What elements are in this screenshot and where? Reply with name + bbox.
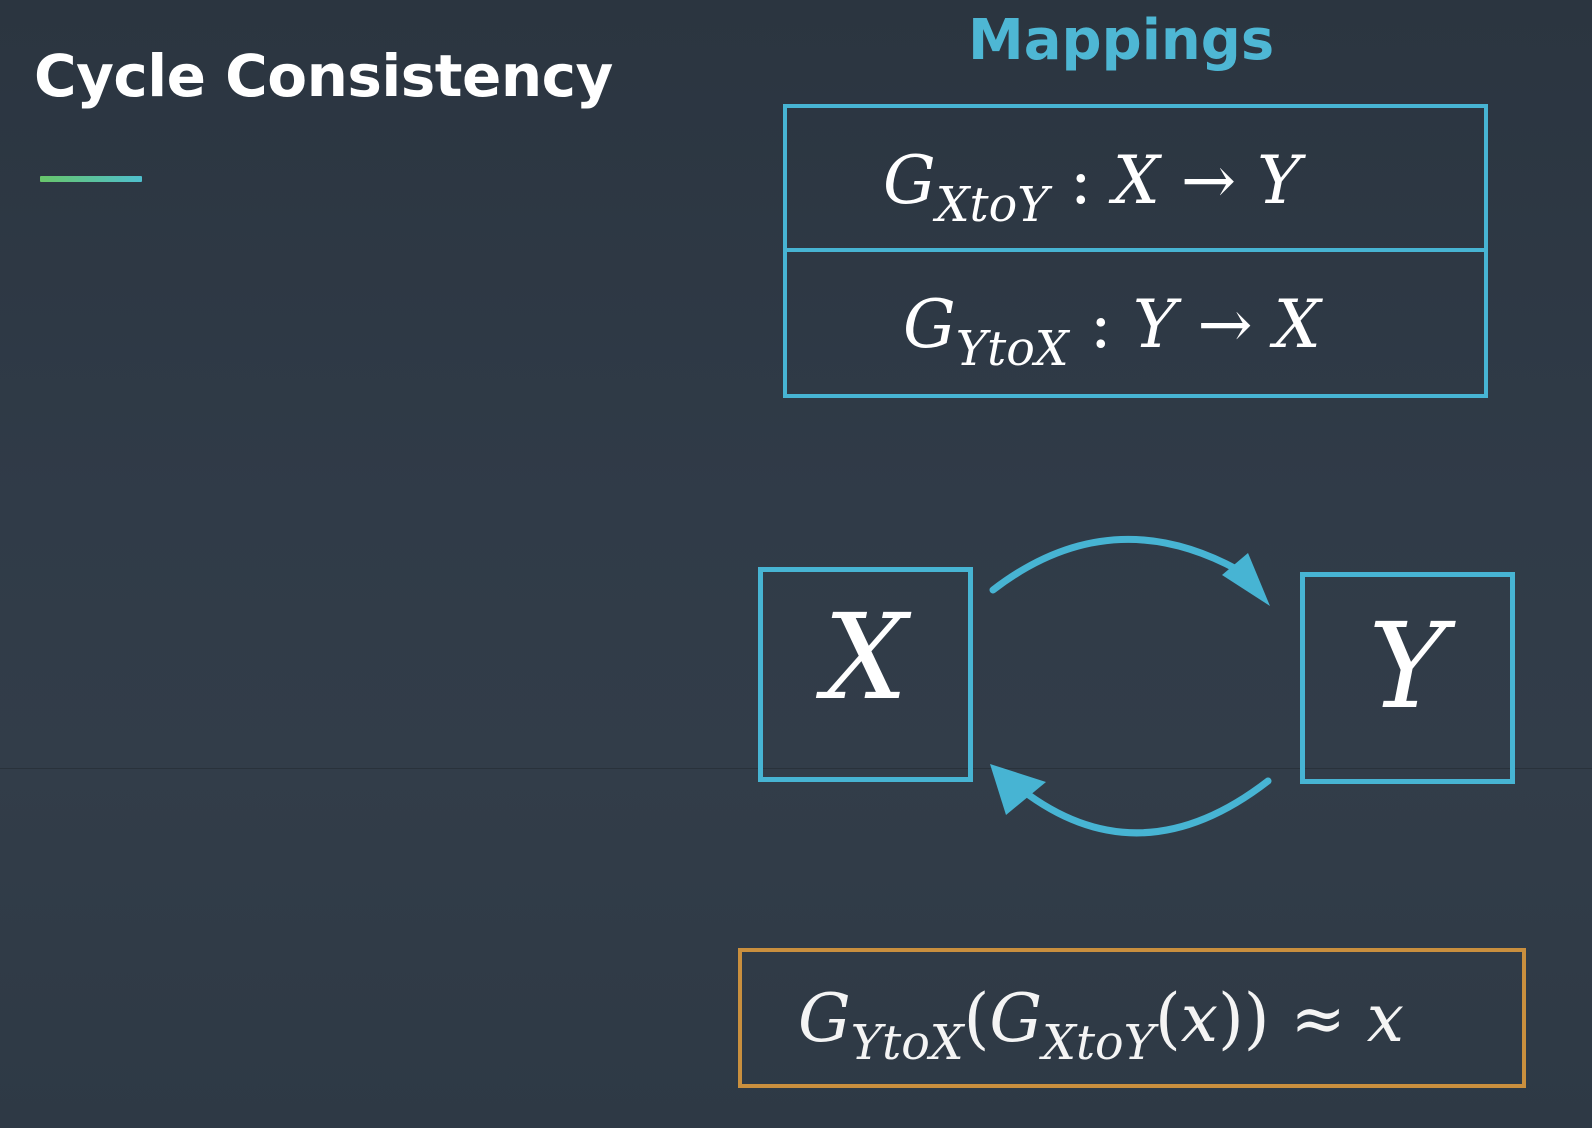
generator-symbol: G bbox=[883, 142, 936, 219]
mapping-row-ytox: GYtoX : Y → X bbox=[783, 248, 1488, 398]
generator-subscript: YtoX bbox=[955, 322, 1069, 378]
close-parens: )) bbox=[1218, 980, 1270, 1057]
backward-arrow-curve bbox=[1018, 777, 1272, 837]
open-paren: ( bbox=[1155, 980, 1181, 1057]
mappings-heading: Mappings bbox=[968, 8, 1275, 73]
codomain-symbol: Y bbox=[1257, 142, 1301, 219]
mapping-row-xtoy: GXtoY : X → Y bbox=[783, 104, 1488, 252]
approx-symbol: ≈ bbox=[1290, 980, 1346, 1057]
slide-title: Cycle Consistency bbox=[34, 42, 613, 110]
cycle-consistency-equation: GYtoX(GXtoY(x)) ≈ x bbox=[798, 980, 1405, 1071]
argument-symbol: x bbox=[1180, 980, 1219, 1057]
colon-symbol: : bbox=[1069, 142, 1092, 219]
forward-arrow-head bbox=[1222, 553, 1270, 606]
outer-generator-symbol: G bbox=[798, 980, 851, 1057]
set-x-box: X bbox=[758, 567, 973, 782]
mapping-equation-xtoy: GXtoY : X → Y bbox=[883, 142, 1301, 233]
open-paren: ( bbox=[963, 980, 990, 1057]
cycle-consistency-box: GYtoX(GXtoY(x)) ≈ x bbox=[738, 948, 1526, 1088]
inner-generator-symbol: G bbox=[989, 980, 1043, 1057]
maps-to-arrow: → bbox=[1197, 286, 1253, 363]
set-x-label: X bbox=[823, 588, 908, 726]
background-divider-line bbox=[0, 768, 1592, 769]
outer-generator-subscript: YtoX bbox=[850, 1016, 964, 1072]
inner-generator-subscript: XtoY bbox=[1042, 1016, 1156, 1072]
codomain-symbol: X bbox=[1273, 286, 1321, 363]
set-y-label: Y bbox=[1368, 597, 1447, 735]
generator-subscript: XtoY bbox=[935, 178, 1049, 234]
domain-symbol: Y bbox=[1132, 286, 1177, 363]
domain-symbol: X bbox=[1112, 142, 1160, 219]
colon-symbol: : bbox=[1089, 286, 1112, 363]
set-y-box: Y bbox=[1300, 572, 1515, 784]
maps-to-arrow: → bbox=[1180, 142, 1237, 219]
result-symbol: x bbox=[1366, 980, 1405, 1057]
forward-arrow-curve bbox=[989, 535, 1242, 594]
generator-symbol: G bbox=[903, 286, 956, 363]
title-underline bbox=[40, 176, 142, 182]
backward-arrow-head bbox=[990, 764, 1046, 815]
mapping-equation-ytox: GYtoX : Y → X bbox=[903, 286, 1321, 377]
